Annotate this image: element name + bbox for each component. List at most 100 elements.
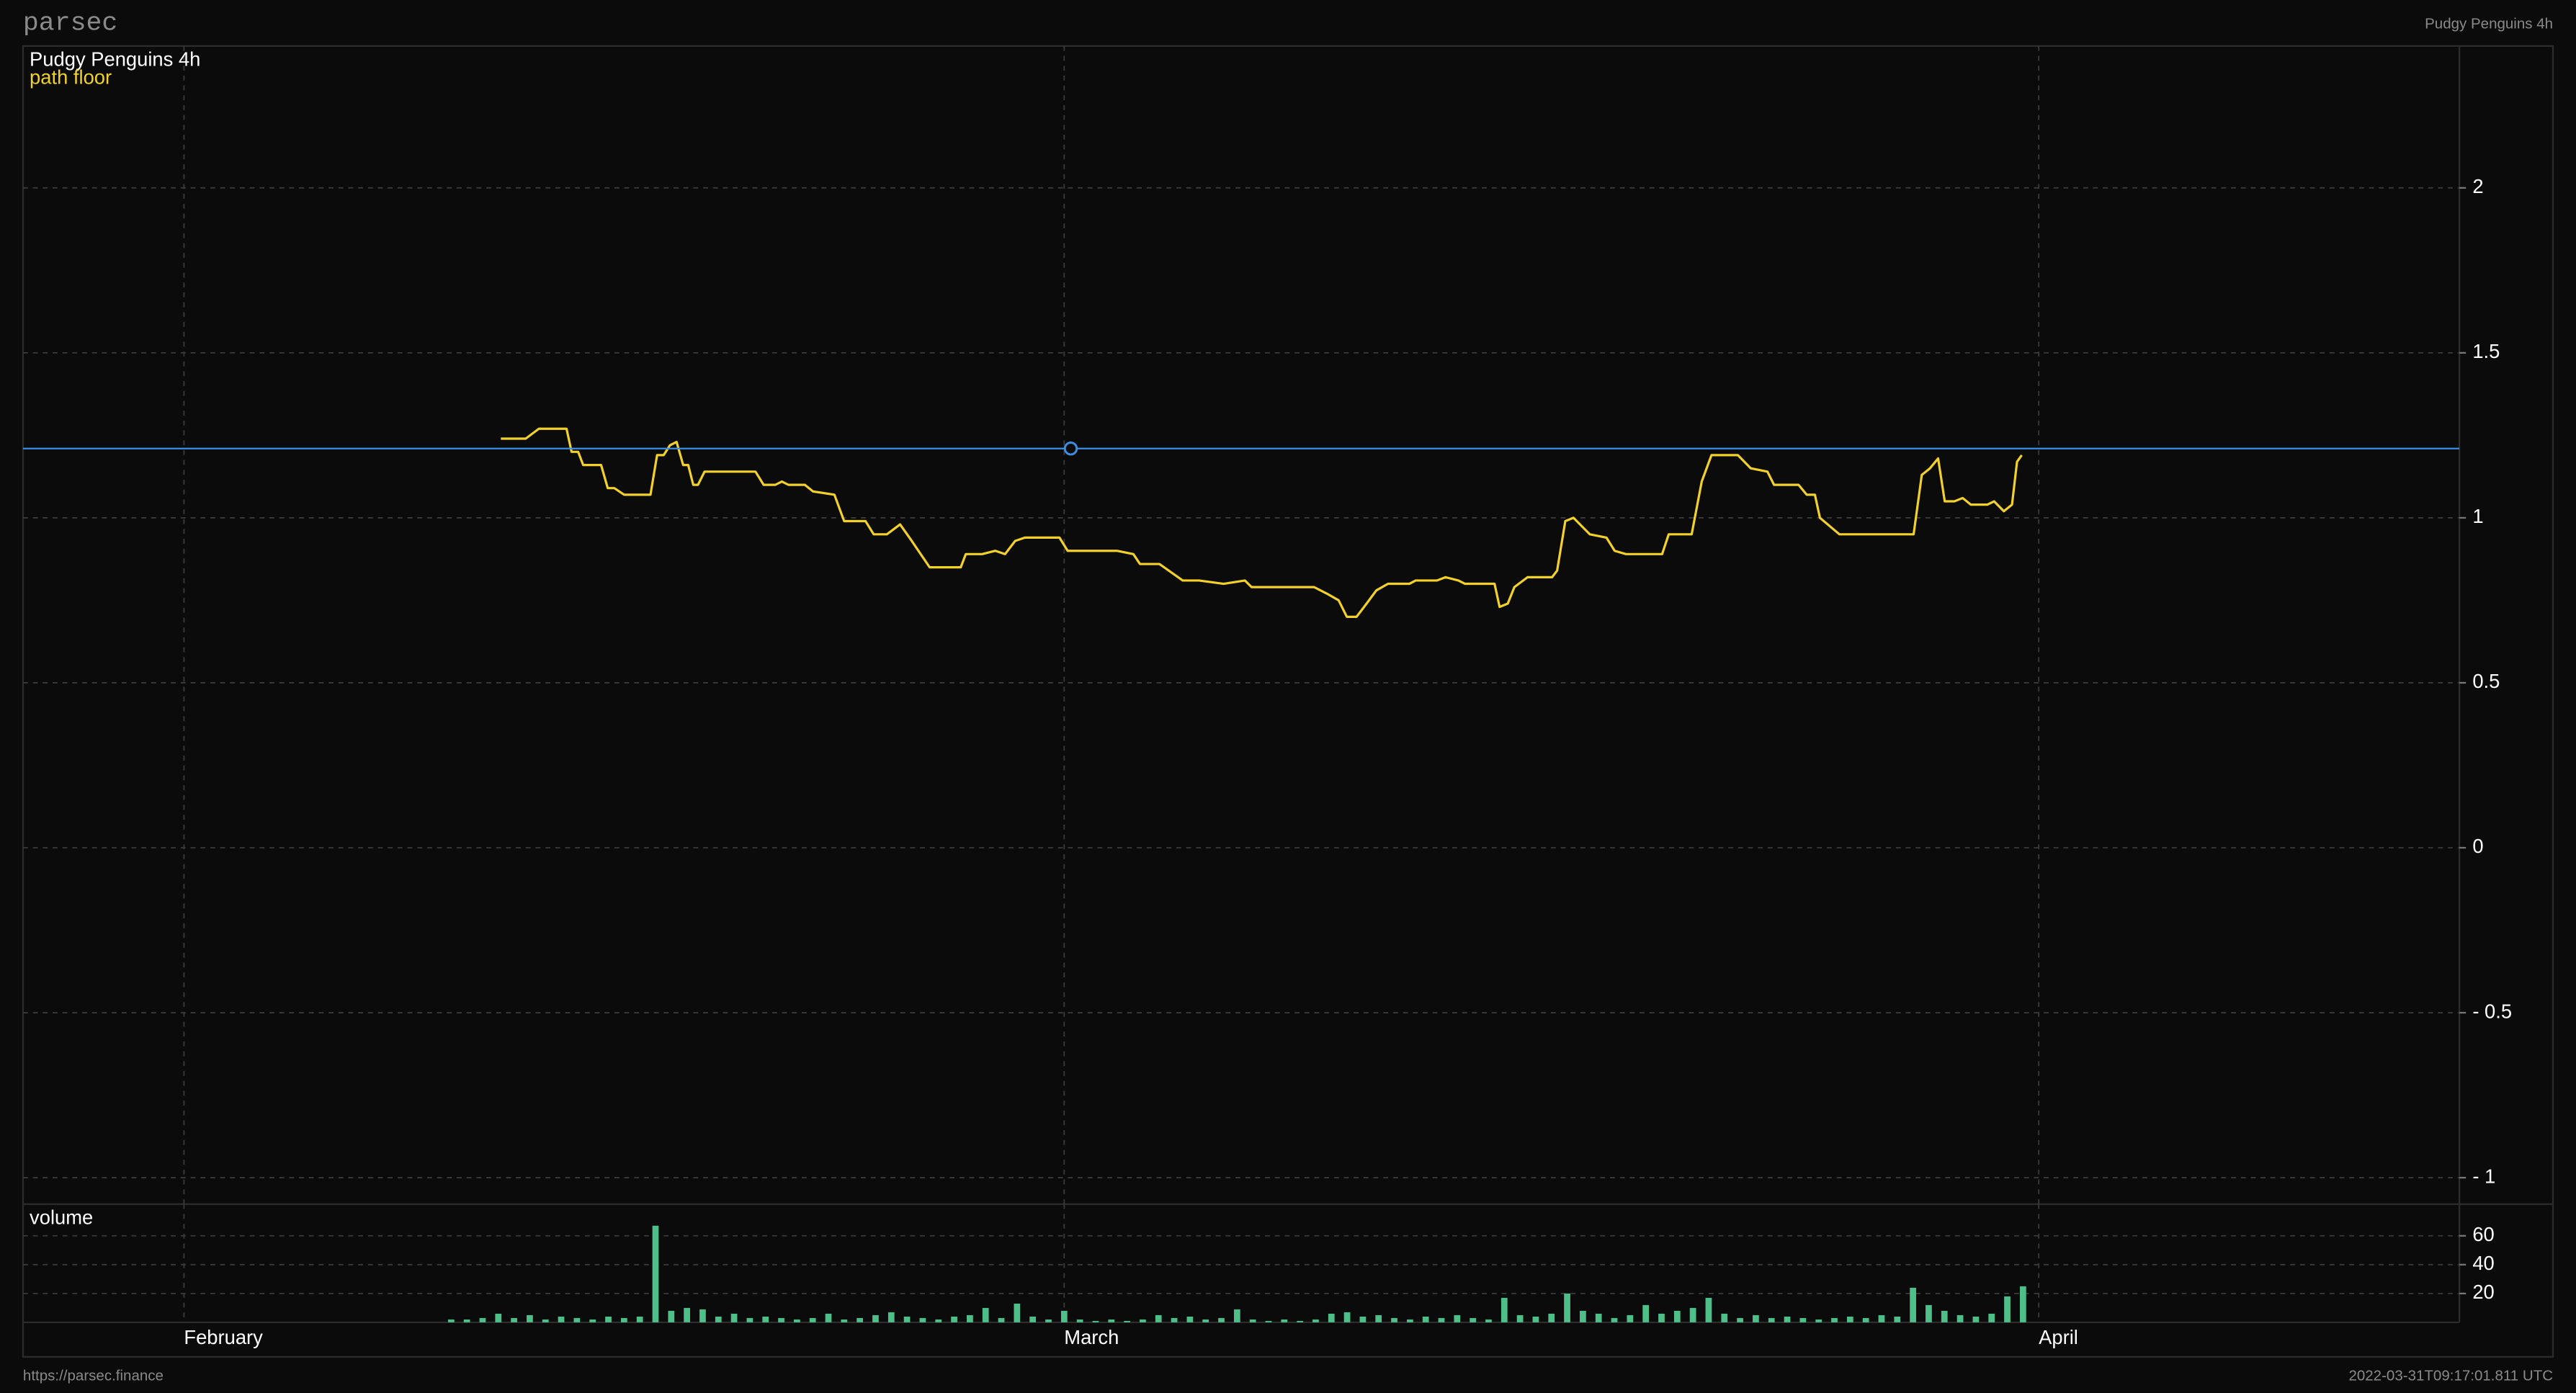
volume-bar [1926,1304,1932,1322]
volume-bar [1108,1319,1115,1322]
y-tick-label: 0.5 [2472,670,2500,692]
volume-bar [1721,1313,1728,1322]
panel-title: Pudgy Penguins 4h [30,48,200,71]
volume-bar [746,1317,753,1322]
volume-bar [1862,1317,1869,1322]
price-line [501,427,2023,618]
volume-bar [1092,1320,1099,1322]
volume-bar [652,1225,659,1322]
y-tick-label: 1 [2472,505,2483,527]
volume-bar [605,1316,612,1322]
volume-bar [1391,1317,1397,1322]
footer-url: https://parsec.finance [23,1368,164,1384]
volume-bar [1580,1310,1586,1322]
volume-bar [1910,1287,1916,1322]
volume-bar [1076,1319,1083,1322]
y-tick-label: 0 [2472,835,2483,857]
volume-bar [1815,1319,1823,1322]
volume-bar [1831,1317,1838,1322]
y-tick-label: 2 [2472,175,2483,197]
y-tick-label: 20 [2472,1281,2494,1303]
volume-bar [1689,1307,1696,1322]
volume-bar [1124,1320,1130,1322]
volume-bar [2004,1296,2011,1322]
volume-bar [1249,1319,1256,1322]
volume-bar [1894,1316,1901,1322]
footer-timestamp: 2022-03-31T09:17:01.811 UTC [2348,1368,2553,1384]
volume-bar [1658,1313,1665,1322]
y-tick-label: - 1 [2472,1165,2495,1187]
volume-bar [872,1314,879,1322]
volume-bar [542,1319,549,1322]
volume-bar [2019,1286,2026,1322]
volume-bar [887,1312,895,1322]
volume-bar [1485,1319,1492,1322]
volume-bar [511,1317,517,1322]
volume-bar [1140,1319,1146,1322]
volume-bar [1438,1317,1445,1322]
legend-entry: path floor [30,66,112,89]
volume-bar [668,1310,675,1322]
volume-bar [1186,1316,1194,1322]
volume-bar [1422,1316,1429,1322]
volume-bar [1155,1314,1162,1322]
frame [22,45,2554,1358]
volume-bar [636,1316,643,1322]
volume-bar [495,1313,502,1322]
volume-bar [1375,1314,1382,1322]
volume-bar [1846,1316,1853,1322]
volume-bar [1265,1320,1272,1322]
volume-bar [1029,1316,1037,1322]
y-tick-label: - 0.5 [2472,1000,2512,1022]
volume-bar [841,1319,848,1322]
volume-bar [1956,1314,1964,1322]
y-tick-label: 40 [2472,1252,2494,1274]
volume-bar [1548,1313,1555,1322]
volume-bar [1988,1313,1995,1322]
volume-bar [1642,1304,1650,1322]
volume-bar [1611,1317,1618,1322]
volume-bar [1343,1312,1351,1322]
volume-bar [1171,1317,1178,1322]
volume-bar [1312,1319,1319,1322]
volume-bar [1406,1319,1413,1322]
volume-bar [903,1316,911,1322]
volume-bar [1454,1314,1461,1322]
volume-bar [935,1319,942,1322]
volume-bar [1627,1314,1634,1322]
volume-bar [951,1316,957,1322]
header-title: Pudgy Penguins 4h [2425,16,2553,32]
volume-bar [1516,1314,1524,1322]
volume-bar [447,1319,455,1322]
volume-bar [982,1307,989,1322]
volume-bar [684,1307,690,1322]
volume-bar [699,1309,706,1322]
volume-bar [1045,1319,1052,1322]
volume-bar [809,1317,816,1322]
volume-bar [1768,1317,1775,1322]
volume-bar [730,1313,738,1322]
volume-bar [1359,1316,1367,1322]
volume-bar [825,1313,832,1322]
volume-bar [1595,1313,1602,1322]
volume-bar [857,1317,864,1322]
volume-bar [1532,1316,1539,1322]
volume-bar [620,1317,627,1322]
volume-bar [1799,1317,1807,1322]
volume-bar [479,1317,486,1322]
volume-bar [1673,1310,1681,1322]
volume-bar [527,1314,533,1322]
volume-bar [1784,1316,1791,1322]
volume-bar [1564,1293,1570,1322]
volume-bar [558,1316,565,1322]
volume-bar [1705,1297,1712,1322]
volume-bar [1233,1309,1240,1322]
volume-bar [1470,1317,1476,1322]
y-tick-label: 1.5 [2472,340,2500,362]
panel-title: volume [30,1206,93,1228]
volume-bar [1737,1317,1743,1322]
volume-bar [762,1316,769,1322]
volume-bar [463,1319,470,1322]
